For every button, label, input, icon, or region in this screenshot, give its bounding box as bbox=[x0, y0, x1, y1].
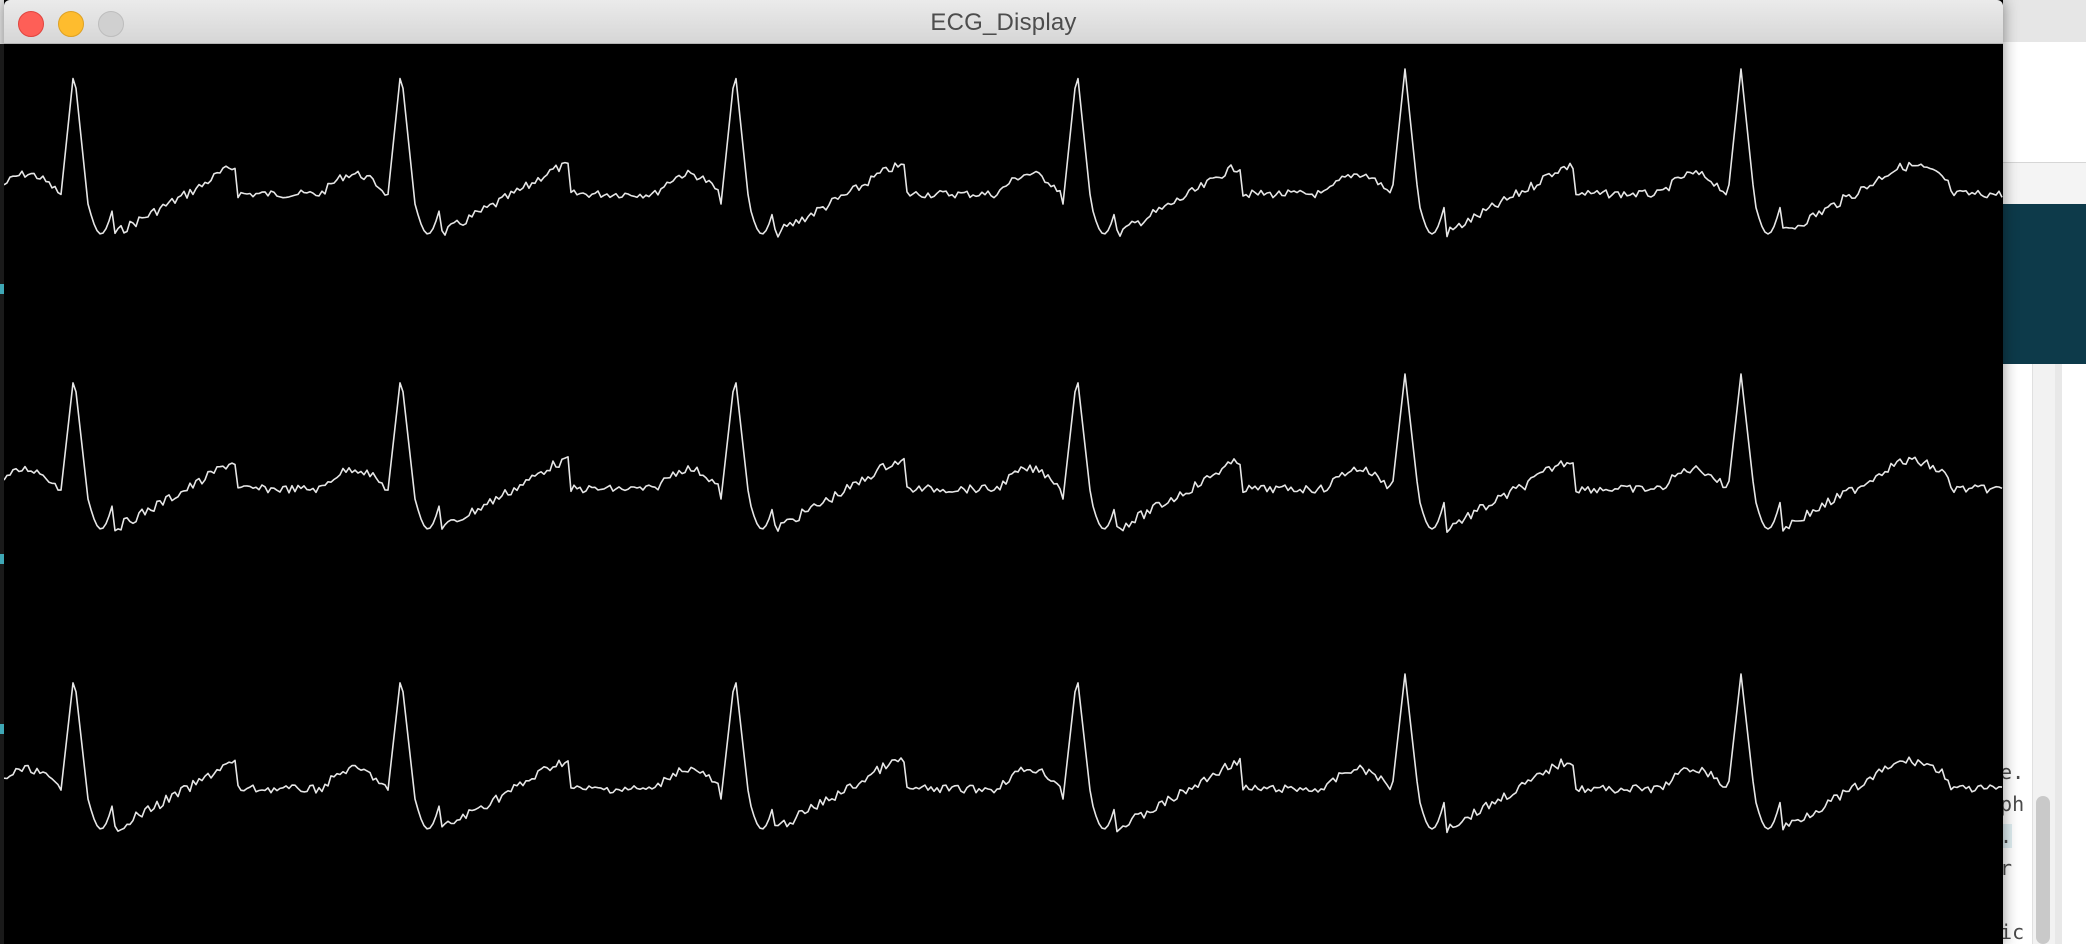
ecg-trace-1 bbox=[4, 68, 2003, 238]
close-button[interactable] bbox=[18, 11, 44, 37]
minimize-button[interactable] bbox=[58, 11, 84, 37]
scrollbar-thumb[interactable] bbox=[2036, 796, 2050, 944]
background-app-window: a ▼ ue. aph d. gr vic bbox=[1988, 0, 2086, 944]
ecg-display-window: ECG_Display bbox=[4, 0, 2003, 944]
ecg-canvas bbox=[4, 44, 2003, 944]
sliver-mark bbox=[0, 724, 4, 734]
ecg-trace-3 bbox=[4, 673, 2003, 834]
background-app-titlebar bbox=[1990, 0, 2086, 43]
ecg-plot bbox=[4, 68, 2003, 834]
left-background-sliver bbox=[0, 44, 4, 944]
sliver-mark bbox=[0, 284, 4, 294]
background-app-editor: ue. aph d. gr vic bbox=[1988, 364, 2086, 944]
background-app-header-panel: a ▼ bbox=[1990, 204, 2086, 491]
background-app-blank-area bbox=[1990, 42, 2086, 162]
ecg-trace-2 bbox=[4, 373, 2003, 534]
window-titlebar[interactable]: ECG_Display bbox=[4, 0, 2003, 44]
window-title: ECG_Display bbox=[930, 9, 1077, 36]
sliver-mark bbox=[0, 554, 4, 564]
maximize-button[interactable] bbox=[98, 11, 124, 37]
background-app-toolbar bbox=[1990, 162, 2086, 203]
